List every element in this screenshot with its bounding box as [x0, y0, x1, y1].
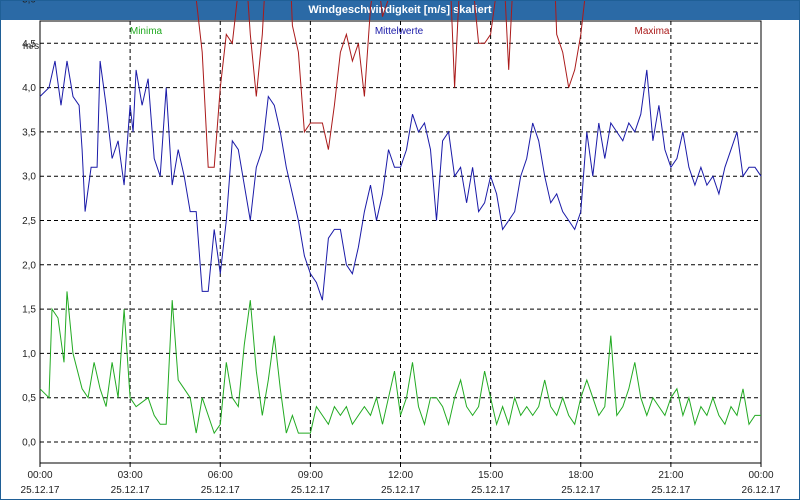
x-tick-time: 15:00: [478, 470, 503, 481]
x-tick-date: 25.12.17: [561, 485, 600, 496]
y-tick-label: 1,5: [22, 305, 36, 316]
y-tick-label: 4,0: [22, 83, 36, 94]
y-tick-label: 1,0: [22, 349, 36, 360]
series-line-minima: [39, 291, 761, 435]
x-tick-time: 06:00: [208, 470, 233, 481]
x-tick-date: 25.12.17: [111, 485, 150, 496]
y-tick-label: 3,5: [22, 127, 36, 138]
x-tick-time: 00:00: [748, 470, 773, 481]
y-tick-label: 5,0: [22, 1, 36, 6]
legend-mittelwerte: Mittelwerte: [375, 26, 424, 37]
series-line-mittelwerte: [39, 60, 762, 301]
legend-maxima: Maxima: [634, 26, 669, 37]
y-axis-unit: m/s: [23, 41, 39, 52]
x-tick-time: 21:00: [658, 470, 683, 481]
x-tick-date: 25.12.17: [291, 485, 330, 496]
y-tick-label: 0,0: [22, 438, 36, 449]
x-tick-date: 25.12.17: [651, 485, 690, 496]
x-tick-date: 25.12.17: [201, 485, 240, 496]
x-tick-time: 18:00: [568, 470, 593, 481]
x-tick-time: 09:00: [298, 470, 323, 481]
x-tick-date: 26.12.17: [742, 485, 781, 496]
y-tick-label: 2,5: [22, 216, 36, 227]
y-tick-label: 0,5: [22, 393, 36, 404]
legend-minima: Minima: [130, 26, 163, 37]
x-tick-time: 12:00: [388, 470, 413, 481]
y-tick-label: 2,0: [22, 260, 36, 271]
x-tick-date: 25.12.17: [381, 485, 420, 496]
window-title: Windgeschwindigkeit [m/s] skaliert: [1, 1, 799, 20]
x-tick-date: 25.12.17: [471, 485, 510, 496]
y-tick-label: 3,0: [22, 172, 36, 183]
x-tick-time: 00:00: [27, 470, 52, 481]
y-tick-label: 4,5: [22, 39, 36, 50]
x-tick-date: 25.12.17: [21, 485, 60, 496]
x-tick-time: 03:00: [118, 470, 143, 481]
